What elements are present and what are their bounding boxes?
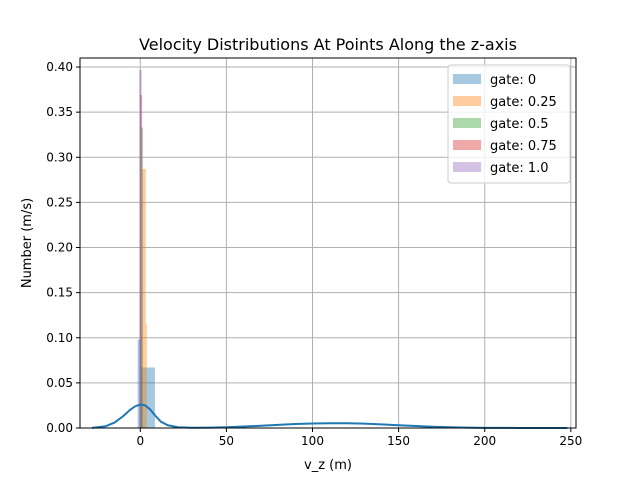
legend-label: gate: 0.5 <box>490 117 549 132</box>
x-axis-ticks: 0 50 100 150 200 250 <box>136 428 582 448</box>
y-tick-label: 0.15 <box>46 286 73 300</box>
y-tick-label: 0.00 <box>46 421 73 435</box>
legend-label: gate: 1.0 <box>490 161 549 176</box>
legend-label: gate: 0 <box>490 73 536 88</box>
legend-swatch <box>453 162 481 172</box>
x-tick-label: 200 <box>473 434 496 448</box>
y-axis-label: Number (m/s) <box>20 198 35 288</box>
x-tick-label: 50 <box>219 434 234 448</box>
legend: gate: 0 gate: 0.25 gate: 0.5 gate: 0.75 gate… <box>447 64 571 184</box>
y-tick-label: 0.35 <box>46 105 73 119</box>
legend-swatch <box>453 96 481 106</box>
histogram-bar-series-0 <box>137 339 142 428</box>
chart-title: Velocity Distributions At Points Along t… <box>139 35 517 54</box>
y-tick-label: 0.30 <box>46 150 73 164</box>
histogram-bar-series-0 <box>141 367 155 428</box>
grid <box>80 58 576 429</box>
histogram-bar-series-3 <box>139 95 142 428</box>
x-axis-label: v_z (m) <box>304 458 352 473</box>
histogram-bar-series-2 <box>140 127 144 429</box>
x-tick-label: 150 <box>387 434 410 448</box>
y-tick-label: 0.40 <box>46 60 73 74</box>
y-tick-label: 0.05 <box>46 376 73 390</box>
x-tick-label: 100 <box>301 434 324 448</box>
y-axis-ticks: 0.00 0.05 0.10 0.15 0.20 0.25 0.30 0.35 0.40 <box>46 60 80 435</box>
y-tick-label: 0.10 <box>46 331 73 345</box>
histogram-bar-series-1 <box>142 169 146 428</box>
histogram-bar-series-4 <box>139 69 142 429</box>
legend-swatch <box>453 74 481 84</box>
legend-swatch <box>453 118 481 128</box>
legend-swatch <box>453 140 481 150</box>
legend-label: gate: 0.75 <box>490 139 557 154</box>
histogram-bar-series-1 <box>145 324 147 428</box>
legend-label: gate: 0.25 <box>490 95 557 110</box>
plot-frame <box>79 57 577 429</box>
x-tick-label: 250 <box>559 434 582 448</box>
x-tick-label: 0 <box>136 434 144 448</box>
legend-box <box>447 64 571 184</box>
y-tick-label: 0.25 <box>46 195 73 209</box>
y-tick-label: 0.20 <box>46 241 73 255</box>
histogram-bars <box>137 69 155 429</box>
